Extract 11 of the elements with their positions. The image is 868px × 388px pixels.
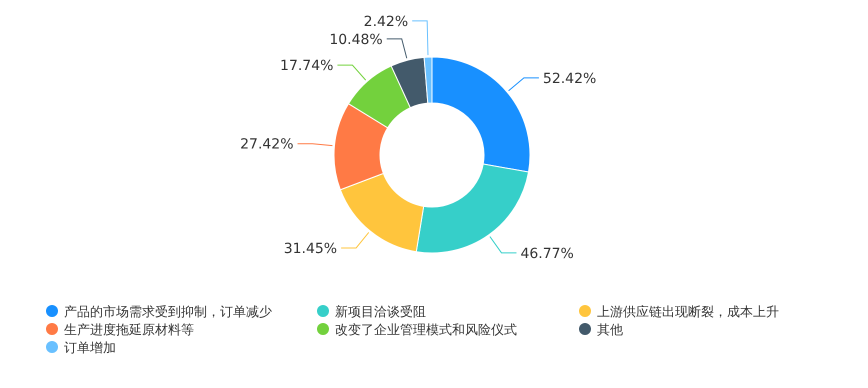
- data-label: 17.74%: [280, 58, 334, 74]
- data-label: 27.42%: [240, 136, 294, 153]
- legend-label: 生产进度拖延原材料等: [64, 322, 194, 338]
- data-label: 52.42%: [542, 70, 596, 87]
- data-label: 46.77%: [520, 246, 574, 262]
- legend-label: 新项目洽谈受阻: [335, 305, 426, 320]
- legend-label: 其他: [597, 323, 623, 338]
- legend-label: 订单增加: [64, 341, 116, 356]
- data-label: 2.42%: [364, 14, 408, 30]
- data-label: 10.48%: [329, 32, 383, 48]
- data-label: 31.45%: [284, 240, 338, 257]
